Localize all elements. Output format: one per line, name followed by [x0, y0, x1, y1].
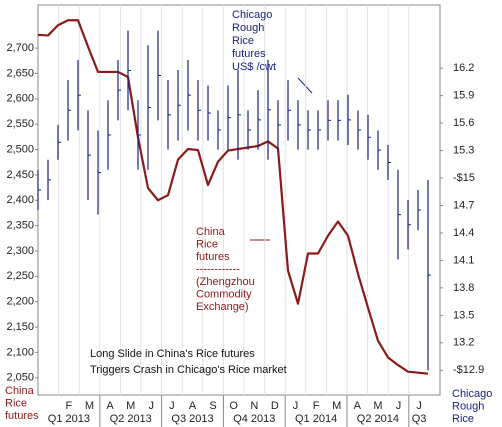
annotation: China [196, 226, 226, 238]
x-tick-label: J [169, 400, 175, 412]
y-axis-label: futures [5, 410, 39, 422]
x-tick-label: O [229, 400, 238, 412]
y2-tick-label: 14.4 [453, 227, 474, 239]
y-tick-label: 2,500 [6, 143, 34, 155]
x-tick-label: F [66, 400, 73, 412]
annotation: Rice [196, 238, 218, 250]
x-tick-label: J [293, 400, 299, 412]
annotation: Rice [232, 35, 254, 47]
annotation: futures [232, 48, 266, 60]
x-tick-label: M [126, 400, 135, 412]
y2-tick-label: 15.9 [453, 90, 474, 102]
y2-tick-label: 14.1 [453, 254, 474, 266]
x-tick-label: D [271, 400, 279, 412]
x-tick-label: J [396, 400, 402, 412]
x-tick-label: F [313, 400, 320, 412]
y-axis-label: China [5, 385, 35, 397]
y2-axis-label: Chicago [452, 388, 492, 400]
x-tick-label: A [189, 400, 197, 412]
y2-tick-label: -$12.9 [453, 364, 484, 376]
quarter-label: Q2 2013 [110, 413, 152, 425]
y-tick-label: 2,350 [6, 220, 34, 232]
x-tick-label: N [250, 400, 258, 412]
x-tick-label: A [354, 400, 362, 412]
quarter-label: Q3 [412, 413, 427, 425]
y-tick-label: 2,650 [6, 67, 34, 79]
quarter-label: Q4 2013 [233, 413, 275, 425]
quarter-label: Q2 2014 [357, 413, 399, 425]
annotation: ------------ [196, 263, 240, 275]
y-tick-label: 2,400 [6, 194, 34, 206]
y-tick-label: 2,200 [6, 296, 34, 308]
x-tick-label: J [149, 400, 155, 412]
y-axis-label: Rice [5, 397, 27, 409]
y2-tick-label: 16.2 [453, 62, 474, 74]
quarter-label: Q3 2013 [171, 413, 213, 425]
annotation: Long Slide in China's Rice futures [90, 348, 255, 360]
y2-tick-label: -$15 [453, 172, 475, 184]
y-tick-label: 2,250 [6, 270, 34, 282]
annotation: Commodity [196, 288, 252, 300]
y2-tick-label: 13.8 [453, 282, 474, 294]
x-tick-label: J [416, 400, 422, 412]
y-tick-label: 2,050 [6, 372, 34, 384]
y2-tick-label: 15.3 [453, 144, 474, 156]
y2-axis-label: Rough [452, 400, 484, 412]
quarter-label: Q1 2014 [295, 413, 337, 425]
y2-tick-label: 14.7 [453, 199, 474, 211]
connector [297, 77, 313, 94]
annotation: Chicago [232, 9, 272, 21]
annotation: (Zhengzhou [196, 276, 255, 288]
annotation: futures [196, 251, 230, 263]
annotation: Exchange) [196, 301, 249, 313]
x-tick-label: M [85, 400, 94, 412]
china-line [37, 19, 429, 375]
x-tick-label: A [106, 400, 114, 412]
y-tick-label: 2,100 [6, 346, 34, 358]
quarter-label: Q1 2013 [48, 413, 90, 425]
y2-tick-label: 15.6 [453, 117, 474, 129]
x-tick-label: S [209, 400, 216, 412]
plot-area [37, 4, 441, 396]
y-tick-label: 2,700 [6, 42, 34, 54]
y2-axis-label: Rice [452, 413, 474, 425]
y-tick-label: 2,150 [6, 321, 34, 333]
annotation: Triggers Crash in Chicago's Rice market [90, 364, 287, 376]
x-tick-label: M [332, 400, 341, 412]
y2-tick-label: 13.2 [453, 337, 474, 349]
annotation: Rough [232, 22, 264, 34]
y-tick-label: 2,600 [6, 93, 34, 105]
x-tick-label: M [373, 400, 382, 412]
y-tick-label: 2,550 [6, 118, 34, 130]
y-tick-label: 2,450 [6, 169, 34, 181]
y-tick-label: 2,300 [6, 245, 34, 257]
y2-tick-label: 13.5 [453, 309, 474, 321]
annotation: US$ /cwt [232, 61, 276, 73]
